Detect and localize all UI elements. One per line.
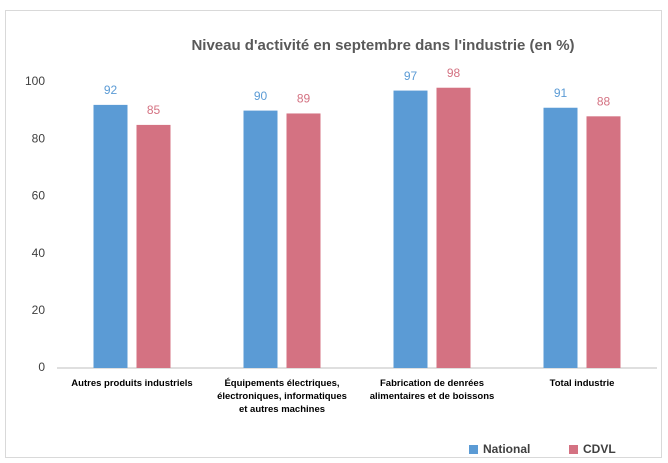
legend-swatch [469, 445, 478, 454]
value-label: 98 [447, 66, 461, 80]
x-tick-label: Fabrication de denrées alimentaires et de… [370, 378, 495, 402]
bar [136, 124, 171, 369]
bar [436, 87, 471, 368]
x-tick-label: Autres produits industriels [71, 378, 192, 389]
value-label: 97 [404, 69, 418, 83]
bar [243, 110, 278, 368]
y-tick-label: 0 [38, 360, 45, 374]
bar [586, 116, 621, 368]
x-tick-label: Total industrie [550, 378, 615, 389]
legend-label: National [483, 442, 530, 456]
legend-label: CDVL [583, 442, 616, 456]
bar [393, 90, 428, 368]
y-tick-label: 60 [32, 189, 46, 203]
y-tick-label: 100 [25, 74, 45, 88]
legend-swatch [569, 445, 578, 454]
value-label: 90 [254, 89, 268, 103]
chart-title: Niveau d'activité en septembre dans l'in… [191, 37, 574, 54]
value-label: 91 [554, 86, 568, 100]
value-label: 92 [104, 83, 118, 97]
x-tick-label: Équipements électriques, électroniques, i… [217, 378, 347, 415]
bar [93, 104, 128, 368]
bar [286, 113, 321, 369]
value-label: 88 [597, 94, 611, 108]
y-tick-label: 20 [32, 303, 46, 317]
value-label: 89 [297, 92, 311, 106]
y-tick-label: 40 [32, 246, 46, 260]
bar [543, 107, 578, 369]
value-label: 85 [147, 103, 161, 117]
y-tick-label: 80 [32, 131, 46, 145]
